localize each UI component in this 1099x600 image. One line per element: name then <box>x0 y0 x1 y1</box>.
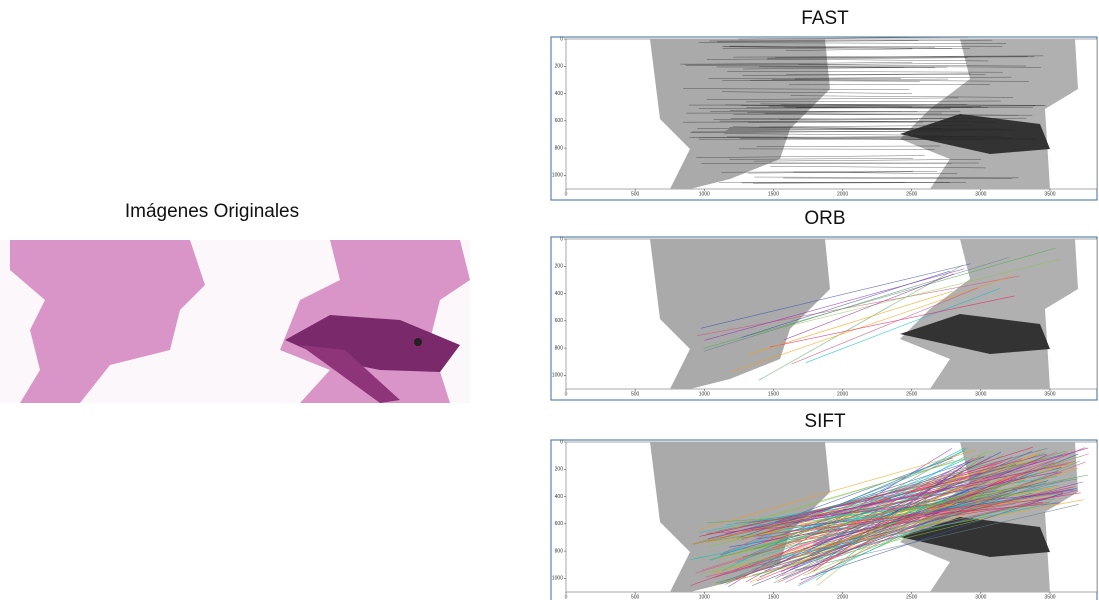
x-tick-label: 0 <box>565 594 568 600</box>
y-tick-label: 200 <box>555 264 564 270</box>
slide: Imágenes Originales FAST 0 200 400 600 800 100… <box>0 0 1099 600</box>
x-tick-label: 3000 <box>975 391 986 397</box>
x-tick-label: 1500 <box>768 191 779 197</box>
y-tick-label: 1000 <box>552 173 563 179</box>
x-tick-label: 2500 <box>906 191 917 197</box>
y-tick-label: 800 <box>555 548 564 554</box>
panel-title: ORB <box>804 208 845 229</box>
x-tick-label: 3500 <box>1044 594 1055 600</box>
y-tick-label: 600 <box>555 318 564 324</box>
x-tick-label: 2500 <box>906 594 917 600</box>
y-tick-label: 400 <box>555 291 564 297</box>
y-tick-label: 1000 <box>552 373 563 379</box>
original-images <box>0 240 470 403</box>
x-tick-label: 3500 <box>1044 191 1055 197</box>
y-tick-label: 400 <box>555 91 564 97</box>
x-tick-label: 500 <box>631 391 640 397</box>
y-tick-label: 200 <box>555 467 564 473</box>
x-tick-label: 0 <box>565 191 568 197</box>
left-title: Imágenes Originales <box>125 201 299 222</box>
x-tick-label: 3000 <box>975 594 986 600</box>
x-tick-label: 1500 <box>768 391 779 397</box>
x-tick-label: 2000 <box>837 391 848 397</box>
y-tick-label: 600 <box>555 521 564 527</box>
x-tick-label: 2000 <box>837 191 848 197</box>
y-tick-label: 400 <box>555 494 564 500</box>
panel-title: FAST <box>801 8 849 29</box>
match-panel: FAST 0 200 400 600 800 1000 0 500 1000 1500 2000 250… <box>551 8 1097 200</box>
x-tick-label: 2500 <box>906 391 917 397</box>
match-panel: ORB 0 200 400 600 800 1000 0 500 1000 1500 2000 2500… <box>551 208 1097 400</box>
x-tick-label: 3000 <box>975 191 986 197</box>
x-tick-label: 0 <box>565 391 568 397</box>
x-tick-label: 1500 <box>768 594 779 600</box>
x-tick-label: 2000 <box>837 594 848 600</box>
y-tick-label: 800 <box>555 145 564 151</box>
match-panel: SIFT 0 200 400 600 800 1000 0 500 1000 1500 2000 250… <box>551 411 1097 600</box>
y-tick-label: 600 <box>555 118 564 124</box>
y-tick-label: 0 <box>560 439 563 445</box>
x-tick-label: 1000 <box>699 594 710 600</box>
y-tick-label: 800 <box>555 345 564 351</box>
y-tick-label: 1000 <box>552 576 563 582</box>
x-tick-label: 500 <box>631 594 640 600</box>
y-tick-label: 200 <box>555 64 564 70</box>
x-tick-label: 3500 <box>1044 391 1055 397</box>
x-tick-label: 500 <box>631 191 640 197</box>
panel-title: SIFT <box>804 411 846 432</box>
x-tick-label: 1000 <box>699 391 710 397</box>
x-tick-label: 1000 <box>699 191 710 197</box>
y-tick-label: 0 <box>560 36 563 42</box>
y-tick-label: 0 <box>560 236 563 242</box>
